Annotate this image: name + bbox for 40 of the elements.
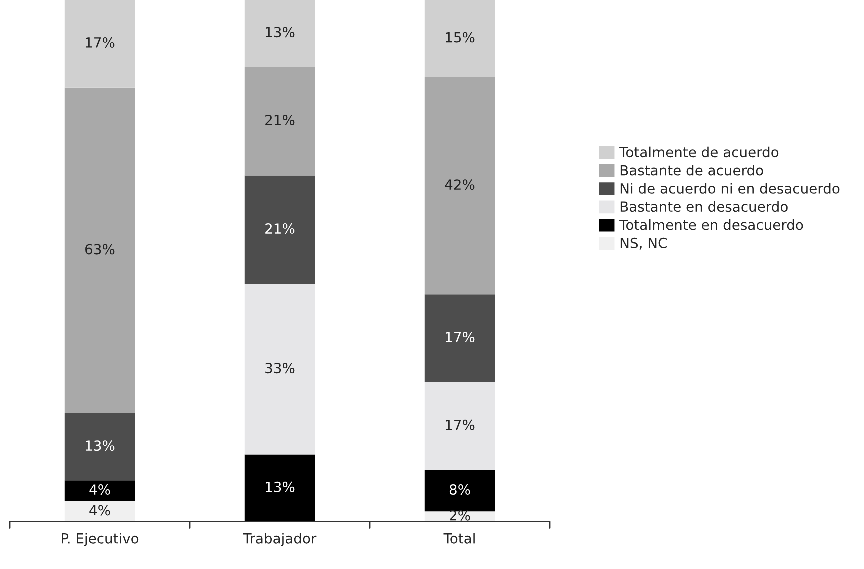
data-label: 15% — [446, 32, 475, 43]
bar — [244, 0, 316, 68]
data-label: 42% — [445, 180, 475, 190]
bar — [64, 0, 136, 88]
data-label: 17% — [446, 332, 475, 343]
data-label: 63% — [86, 244, 115, 255]
legend-label: Totalmente en desacuerdo — [620, 220, 804, 230]
bar — [424, 294, 496, 382]
bar — [424, 0, 496, 78]
data-label: 33% — [266, 363, 295, 374]
legend-label: Bastante en desacuerdo — [620, 201, 788, 212]
x-tick-label: P. Ejecutivo — [62, 533, 139, 547]
legend-label: Totalmente de acuerdo — [620, 146, 779, 158]
data-label: 17% — [86, 37, 115, 48]
legend-label: Ni de acuerdo ni en desacuerdo — [620, 183, 840, 194]
data-label: 21% — [266, 114, 295, 126]
data-label: 8% — [450, 484, 470, 496]
data-label: 13% — [266, 27, 295, 38]
bar — [424, 470, 496, 512]
legend-label: Bastante de acuerdo — [620, 165, 764, 176]
data-label: 13% — [266, 482, 295, 492]
bar — [64, 413, 136, 481]
data-label: 4% — [90, 505, 110, 516]
bar — [64, 88, 136, 414]
bar — [244, 454, 316, 522]
bar — [64, 501, 136, 522]
x-tick-label: Trabajador — [243, 533, 317, 547]
data-label: 21% — [266, 224, 295, 234]
bar — [424, 382, 496, 470]
bar — [244, 176, 316, 284]
bar — [424, 78, 496, 295]
data-label: 13% — [86, 440, 115, 452]
data-label: 4% — [90, 484, 110, 496]
data-label: 17% — [446, 420, 475, 430]
x-tick-label: Total — [444, 533, 475, 544]
data-label: 2% — [450, 510, 470, 521]
legend-label: NS, NC — [620, 238, 667, 250]
bar — [244, 67, 316, 176]
bar — [64, 480, 136, 502]
bar — [244, 284, 316, 455]
